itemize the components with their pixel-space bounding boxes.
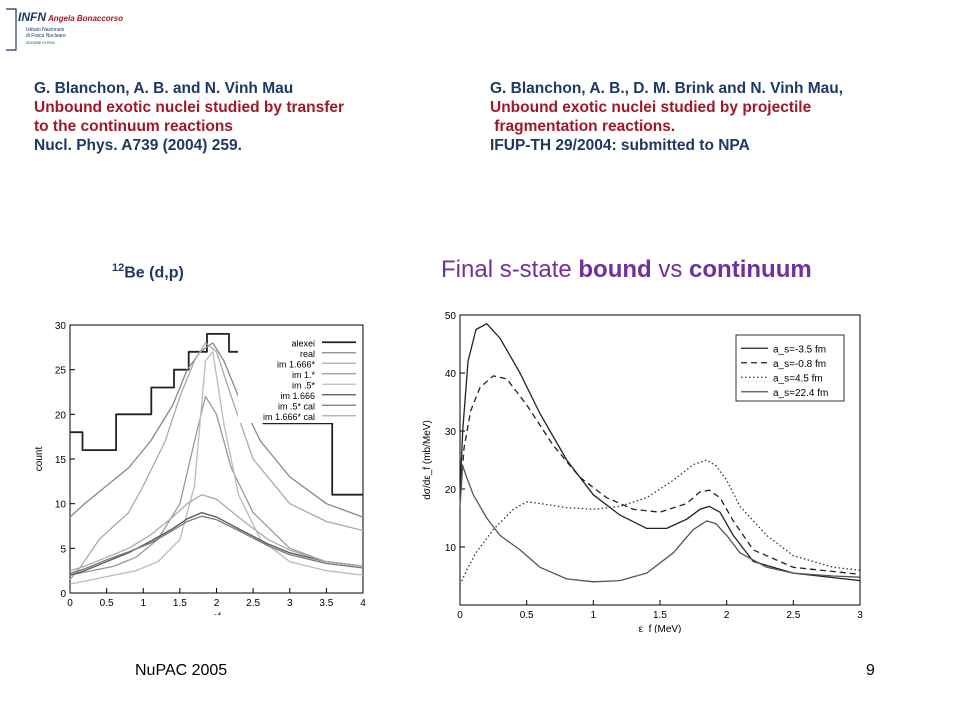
y-axis-label: count bbox=[34, 447, 45, 472]
x-tick-label: 2.5 bbox=[786, 610, 800, 621]
legend-label: a_s=22.4 fm bbox=[773, 388, 828, 399]
ref-right-authors: G. Blanchon, A. B., D. M. Brink and N. V… bbox=[490, 80, 844, 97]
y-tick-label: 5 bbox=[60, 544, 66, 555]
series-line bbox=[459, 465, 861, 583]
x-tick-label: 0 bbox=[67, 598, 73, 609]
headline-bound: bound bbox=[578, 256, 652, 283]
headline-part1: Final s-state bbox=[441, 256, 579, 283]
y-tick-label: 0 bbox=[60, 589, 66, 600]
ref-right-title-2: fragmentation reactions. bbox=[490, 118, 676, 135]
x-tick-label: 0.5 bbox=[100, 598, 114, 609]
logo-institute-2: di Fisica Nucleare bbox=[26, 33, 66, 39]
ref-right-journal: IFUP-TH 29/2004: submitted to NPA bbox=[490, 137, 750, 154]
y-tick-label: 20 bbox=[55, 410, 67, 421]
series-line bbox=[69, 494, 364, 572]
series-line bbox=[69, 515, 364, 574]
x-tick-label: 0.5 bbox=[520, 610, 534, 621]
be12-text: Be (d,p) bbox=[124, 264, 184, 282]
x-tick-label: 3 bbox=[857, 610, 863, 621]
legend-box bbox=[735, 334, 845, 402]
footer-conference: NuPAC 2005 bbox=[135, 662, 228, 679]
y-axis-label: dσ/dε_f (mb/MeV) bbox=[422, 420, 433, 500]
reference-left: G. Blanchon, A. B. and N. Vinh Mau Unbou… bbox=[34, 79, 344, 155]
be12-label: 12Be (d,p) bbox=[112, 262, 184, 282]
x-tick-label: 2.5 bbox=[246, 598, 260, 609]
logo-author: Angela Bonaccorso bbox=[47, 14, 123, 23]
headline-part2: vs bbox=[651, 256, 690, 283]
y-tick-label: 20 bbox=[445, 485, 457, 496]
chart-left: 0 0.5 1 1.5 2 2.5 3 3.5 4 0 5 10 15 20 25 30 ef count alex… bbox=[34, 321, 366, 615]
legend-label: im .5* cal bbox=[278, 401, 315, 411]
series-line bbox=[69, 351, 364, 585]
y-tick-label: 10 bbox=[445, 543, 457, 554]
y-tick-label: 10 bbox=[55, 500, 67, 511]
headline: Final s-state bound vs continuum bbox=[441, 256, 812, 284]
headline-continuum: continuum bbox=[689, 256, 812, 283]
x-tick-label: 0 bbox=[457, 610, 463, 621]
x-tick-label: 1.5 bbox=[653, 610, 667, 621]
legend-label: im 1.666* bbox=[277, 359, 316, 369]
x-axis-label: ε_f (MeV) bbox=[639, 624, 682, 633]
legend-label: a_s=4.5 fm bbox=[773, 373, 823, 384]
x-tick-label: 2 bbox=[214, 598, 220, 609]
x-tick-label: 2 bbox=[724, 610, 730, 621]
x-tick-label: 1 bbox=[140, 598, 146, 609]
legend-label: im .5* bbox=[292, 380, 316, 390]
legend-label: alexei bbox=[291, 338, 315, 348]
legend-label: im 1.* bbox=[292, 370, 316, 380]
ref-right-title-1: Unbound exotic nuclei studied by project… bbox=[490, 99, 812, 116]
y-tick-label: 30 bbox=[445, 427, 457, 438]
series-line bbox=[459, 323, 861, 582]
x-tick-label: 3.5 bbox=[319, 598, 333, 609]
x-tick-label: 4 bbox=[360, 598, 366, 609]
legend-label: a_s=-3.5 fm bbox=[773, 344, 826, 355]
logo-institute-1: Istituto Nazionale bbox=[26, 27, 65, 33]
ref-left-authors: G. Blanchon, A. B. and N. Vinh Mau bbox=[34, 80, 294, 97]
ref-left-title-1: Unbound exotic nuclei studied by transfe… bbox=[34, 99, 345, 116]
x-tick-label: 3 bbox=[287, 598, 293, 609]
footer-page-number: 9 bbox=[866, 662, 875, 679]
ref-left-title-2: to the continuum reactions bbox=[34, 118, 233, 135]
y-tick-label: 40 bbox=[445, 369, 457, 380]
infn-logo: INFN Angela Bonaccorso Istituto Nazional… bbox=[4, 6, 124, 54]
series-line bbox=[69, 342, 364, 581]
series-line bbox=[459, 375, 861, 575]
series-line bbox=[69, 511, 364, 576]
y-tick-label: 15 bbox=[55, 455, 67, 466]
y-tick-label: 30 bbox=[55, 321, 67, 332]
series-line bbox=[459, 459, 861, 585]
x-tick-label: 1.5 bbox=[173, 598, 187, 609]
legend-label: im 1.666* cal bbox=[263, 412, 315, 422]
y-tick-label: 50 bbox=[445, 311, 457, 322]
x-axis-label: ef bbox=[212, 612, 221, 615]
legend-label: real bbox=[300, 349, 315, 359]
legend-label: im 1.666 bbox=[280, 391, 315, 401]
chart-right: 0 0.5 1 1.5 2 2.5 3 10 20 30 40 50 ε_f (MeV) dσ/dε_f … bbox=[422, 311, 863, 633]
be12-mass: 12 bbox=[112, 262, 125, 274]
infn-logo-graphic: INFN Angela Bonaccorso Istituto Nazional… bbox=[6, 8, 123, 51]
logo-brand: INFN bbox=[18, 10, 46, 24]
legend-label: a_s=-0.8 fm bbox=[773, 359, 826, 370]
ref-left-journal: Nucl. Phys. A739 (2004) 259. bbox=[34, 137, 242, 154]
logo-institute-3: SEZIONE DI PISA bbox=[26, 41, 55, 45]
legend-box bbox=[238, 331, 358, 423]
x-tick-label: 1 bbox=[591, 610, 597, 621]
y-tick-label: 25 bbox=[55, 366, 67, 377]
reference-right: G. Blanchon, A. B., D. M. Brink and N. V… bbox=[490, 79, 843, 155]
